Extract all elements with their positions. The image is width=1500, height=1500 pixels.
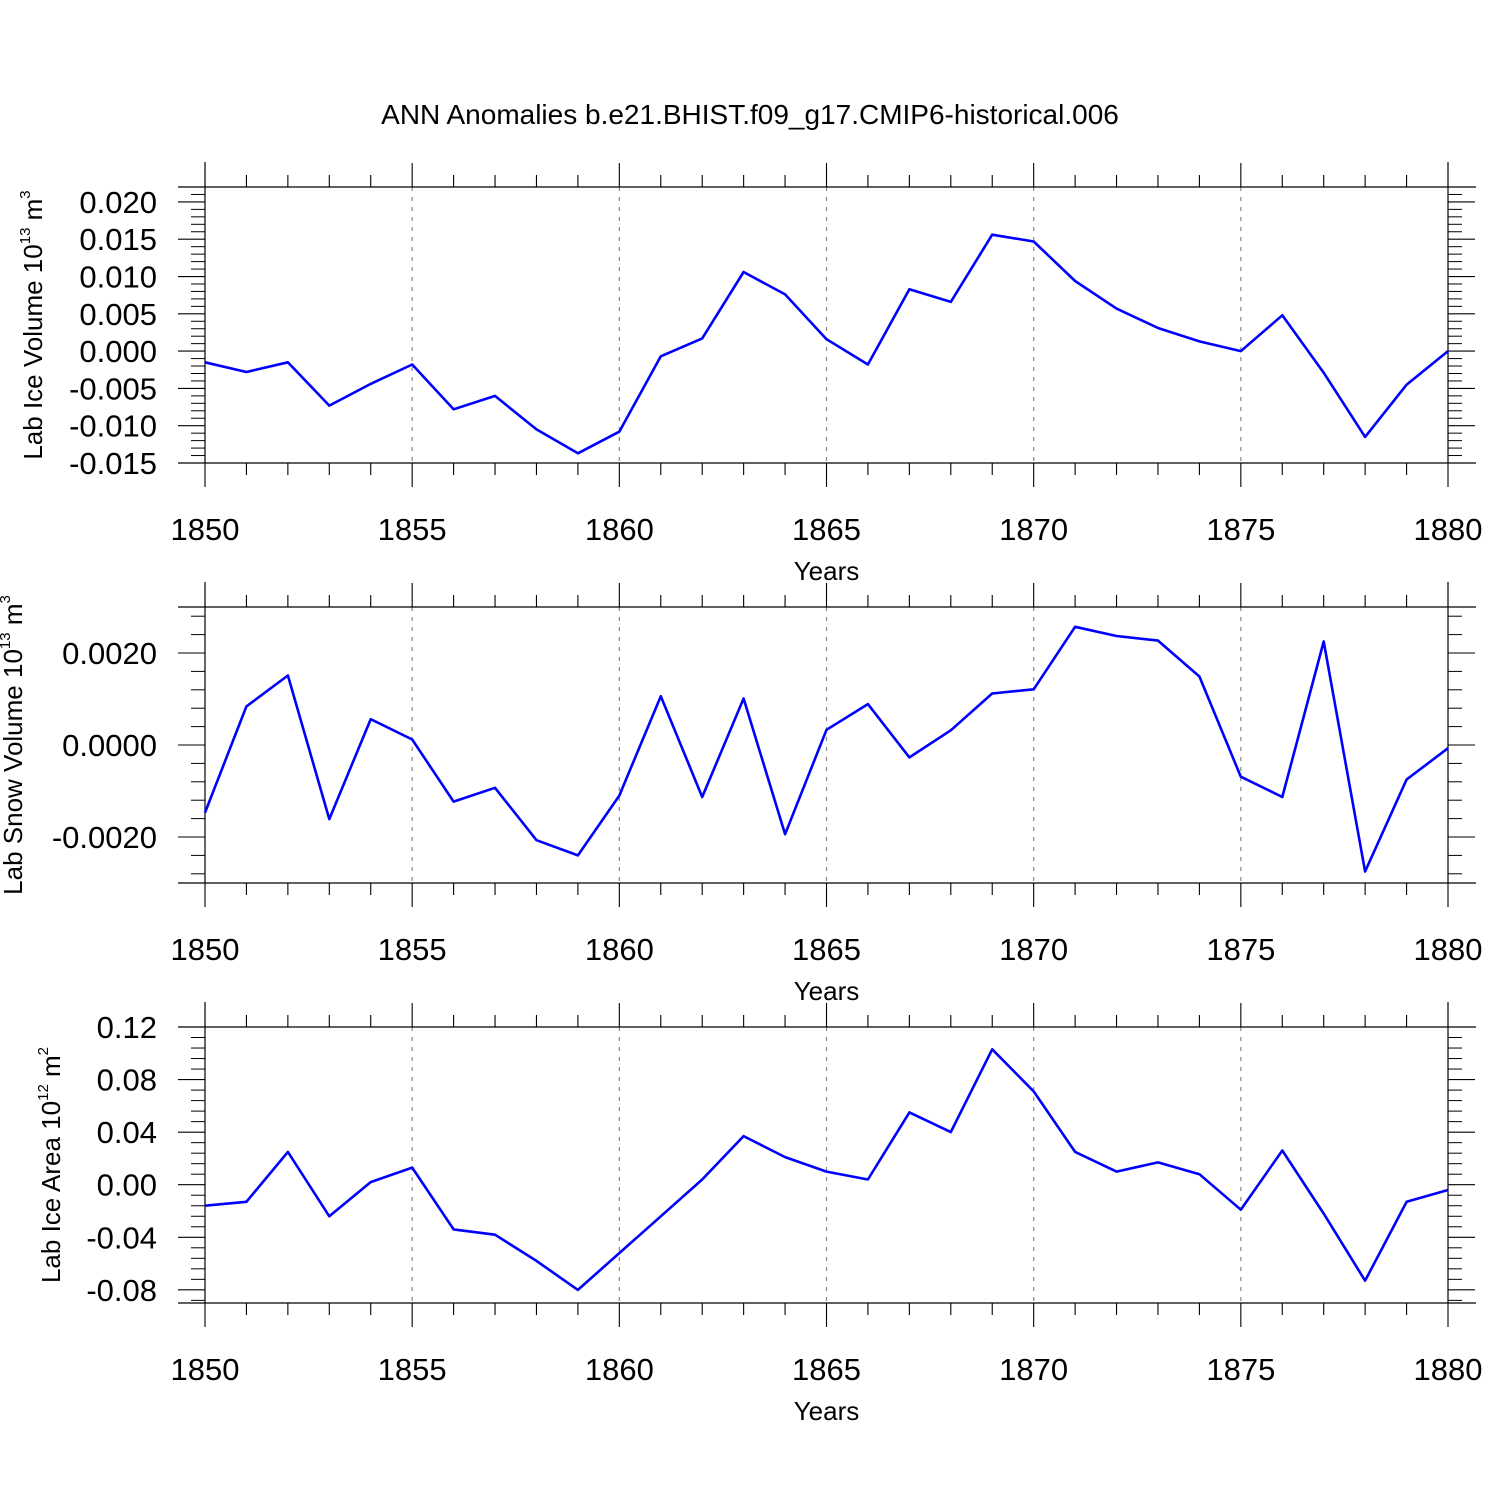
x-tick-label: 1850 xyxy=(171,932,240,967)
y-tick-label: 0.08 xyxy=(97,1063,157,1098)
y-tick-label: 0.015 xyxy=(79,222,157,257)
x-tick-label: 1870 xyxy=(999,932,1068,967)
x-tick-label: 1855 xyxy=(378,932,447,967)
series-line xyxy=(203,625,1449,873)
x-axis-label: Years xyxy=(794,1396,860,1426)
y-tick-label: -0.015 xyxy=(69,446,157,481)
x-tick-label: 1880 xyxy=(1414,1352,1483,1387)
y-axis-label: Lab Ice Volume 1013 m3 xyxy=(17,190,48,459)
y-tick-label: 0.010 xyxy=(79,260,157,295)
y-tick-label: 0.000 xyxy=(79,334,157,369)
y-axis-label: Lab Ice Area 1012 m2 xyxy=(35,1047,66,1283)
x-tick-label: 1865 xyxy=(792,932,861,967)
x-tick-label: 1870 xyxy=(999,512,1068,547)
series-line xyxy=(204,1048,1449,1292)
x-tick-label: 1860 xyxy=(585,512,654,547)
y-tick-label: 0.12 xyxy=(97,1010,157,1045)
x-axis-label: Years xyxy=(794,556,860,586)
series-line xyxy=(204,233,1449,455)
y-tick-label: 0.04 xyxy=(97,1115,157,1150)
y-tick-label: 0.005 xyxy=(79,297,157,332)
x-tick-label: 1860 xyxy=(585,932,654,967)
x-tick-label: 1855 xyxy=(378,512,447,547)
x-tick-label: 1880 xyxy=(1414,512,1483,547)
chart-title: ANN Anomalies b.e21.BHIST.f09_g17.CMIP6-… xyxy=(381,99,1119,130)
y-tick-label: -0.0020 xyxy=(52,820,157,855)
x-tick-label: 1860 xyxy=(585,1352,654,1387)
x-tick-label: 1850 xyxy=(171,1352,240,1387)
x-tick-label: 1880 xyxy=(1414,932,1483,967)
chart-panel-3: -0.08 -0.04 0.00 0.04 0.08 0.12 1850 1855 1860 18… xyxy=(35,1002,1482,1426)
y-axis-label: Lab Snow Volume 1013 m3 xyxy=(0,595,28,895)
x-tick-label: 1865 xyxy=(792,512,861,547)
x-tick-label: 1875 xyxy=(1206,1352,1275,1387)
x-tick-label: 1870 xyxy=(999,1352,1068,1387)
x-axis-label: Years xyxy=(794,976,860,1006)
chart-panel-2: -0.0020 0.0000 0.0020 1850 1855 1860 1865 1870 1… xyxy=(0,582,1482,1006)
chart-panel-1: -0.015-0.010-0.0050.0000.0050.0100.0150.… xyxy=(17,162,1482,586)
x-tick-label: 1850 xyxy=(171,512,240,547)
x-tick-label: 1875 xyxy=(1206,932,1275,967)
y-tick-label: 0.020 xyxy=(79,185,157,220)
y-tick-label: 0.00 xyxy=(97,1168,157,1203)
x-tick-label: 1875 xyxy=(1206,512,1275,547)
x-tick-label: 1865 xyxy=(792,1352,861,1387)
y-tick-label: -0.04 xyxy=(86,1220,157,1255)
x-tick-label: 1855 xyxy=(378,1352,447,1387)
y-tick-label: 0.0000 xyxy=(62,728,157,763)
y-tick-label: -0.005 xyxy=(69,371,157,406)
y-tick-label: -0.08 xyxy=(86,1273,157,1308)
y-tick-label: 0.0020 xyxy=(62,636,157,671)
y-tick-label: -0.010 xyxy=(69,409,157,444)
